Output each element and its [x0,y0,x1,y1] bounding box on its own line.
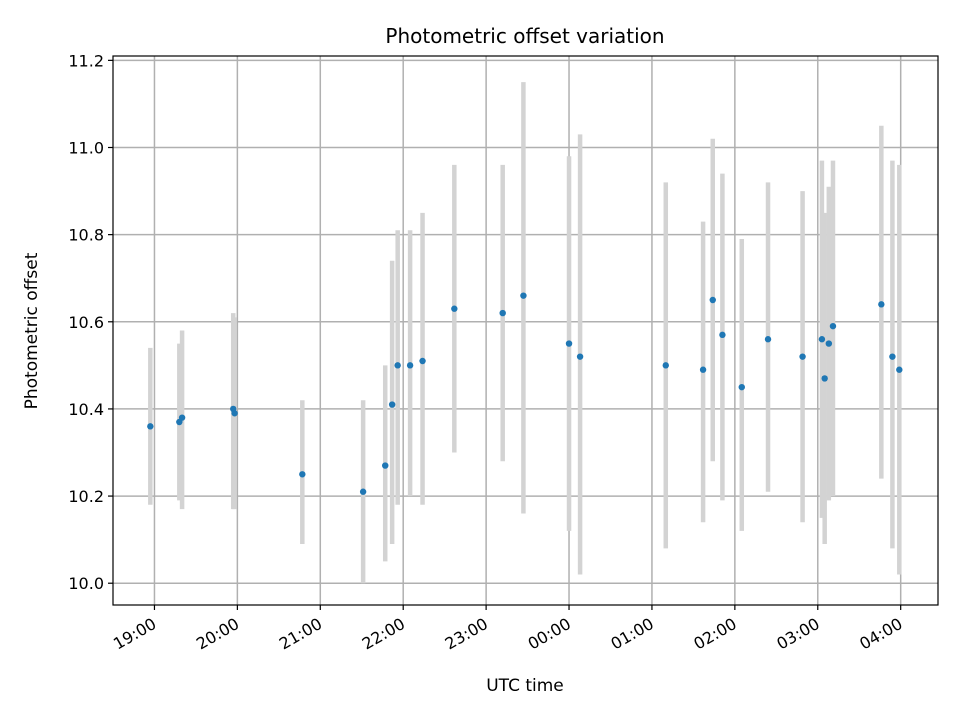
data-point [576,353,584,360]
data-point [406,362,414,369]
data-point [520,292,527,299]
data-point [821,375,828,382]
plot-frame [112,55,939,606]
x-tick-label: 21:00 [276,614,325,654]
data-point [719,331,726,339]
data-point [231,410,238,417]
data-point [818,336,826,343]
x-tick-label: 02:00 [690,614,739,654]
x-tick-label: 04:00 [856,614,905,654]
y-axis-label: Photometric offset [22,252,42,409]
x-tick-label: 22:00 [359,614,408,654]
data-point [738,383,745,391]
x-tick-label: 23:00 [442,614,491,654]
data-point [825,340,833,347]
data-point [394,362,401,369]
point-layer [147,292,903,495]
data-point [878,301,885,308]
x-tick-label: 01:00 [608,614,657,654]
y-tick-label: 11.2 [68,51,104,70]
data-point [699,366,707,373]
x-tick-label: 00:00 [525,614,574,654]
data-point [299,471,306,478]
data-point [565,340,573,347]
x-tick-label: 20:00 [193,614,242,654]
x-tick-label: 19:00 [110,614,159,654]
data-point [147,423,154,430]
data-point [382,462,389,469]
x-tick-label: 03:00 [773,614,822,654]
y-tick-label: 10.2 [68,487,104,506]
y-tick-label: 10.0 [68,574,104,593]
data-point [896,366,903,373]
tick-layer: 19:00 20:00 21:00 22:00 23:00 00:00 01:00 02:00… [68,51,905,653]
y-tick-label: 10.6 [68,313,104,332]
data-point [764,336,772,343]
y-tick-label: 10.4 [68,400,104,419]
data-point [829,322,837,330]
y-tick-label: 10.8 [68,226,104,245]
data-point [178,414,186,421]
y-tick-label: 11.0 [68,139,104,158]
errorbar-layer [148,82,902,584]
data-point [799,353,806,360]
data-point [709,296,716,304]
data-point [388,401,396,408]
data-point [889,353,896,360]
chart-title: Photometric offset variation [385,24,664,48]
data-point [451,305,458,312]
data-point [419,357,426,365]
data-point [359,488,367,495]
data-point [662,362,669,369]
x-axis-label: UTC time [486,676,564,696]
data-point [499,309,506,317]
